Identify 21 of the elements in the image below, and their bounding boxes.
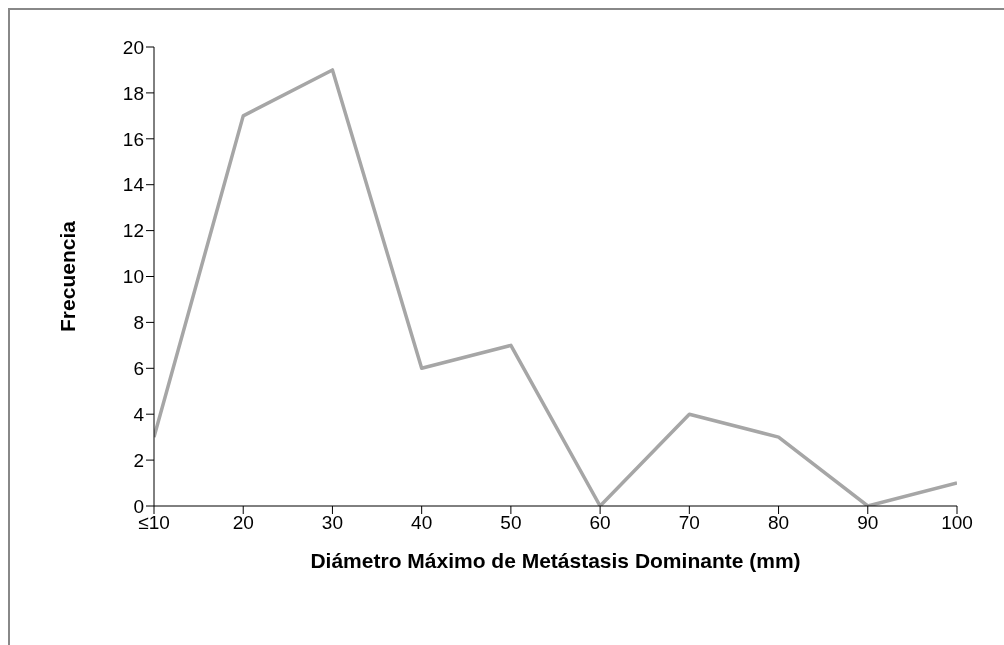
y-tick-label: 18 xyxy=(122,82,144,104)
x-axis-title: Diámetro Máximo de Metástasis Dominante (mm) xyxy=(310,549,801,572)
x-tick-label: 20 xyxy=(232,512,254,534)
y-tick-label: 14 xyxy=(122,174,145,196)
x-tick-label: 80 xyxy=(767,512,790,534)
y-tick-label: 12 xyxy=(122,220,144,242)
x-tick-label: 30 xyxy=(321,512,344,534)
x-tick-label: 100 xyxy=(941,512,973,534)
y-tick-label: 4 xyxy=(133,403,145,425)
x-tick-label: 60 xyxy=(589,512,611,534)
y-tick-label: 2 xyxy=(133,449,144,471)
y-tick-label: 20 xyxy=(122,36,144,58)
x-tick-label: 70 xyxy=(678,512,700,534)
y-tick-label: 10 xyxy=(122,266,144,288)
x-tick-label: 50 xyxy=(500,512,522,534)
x-tick-label: 40 xyxy=(411,512,433,534)
x-tick-label: 90 xyxy=(857,512,879,534)
y-axis-title: Frecuencia xyxy=(56,220,80,332)
y-tick-label: 8 xyxy=(133,312,144,334)
y-tick-label: 6 xyxy=(133,358,144,380)
y-tick-label: 16 xyxy=(122,128,144,150)
